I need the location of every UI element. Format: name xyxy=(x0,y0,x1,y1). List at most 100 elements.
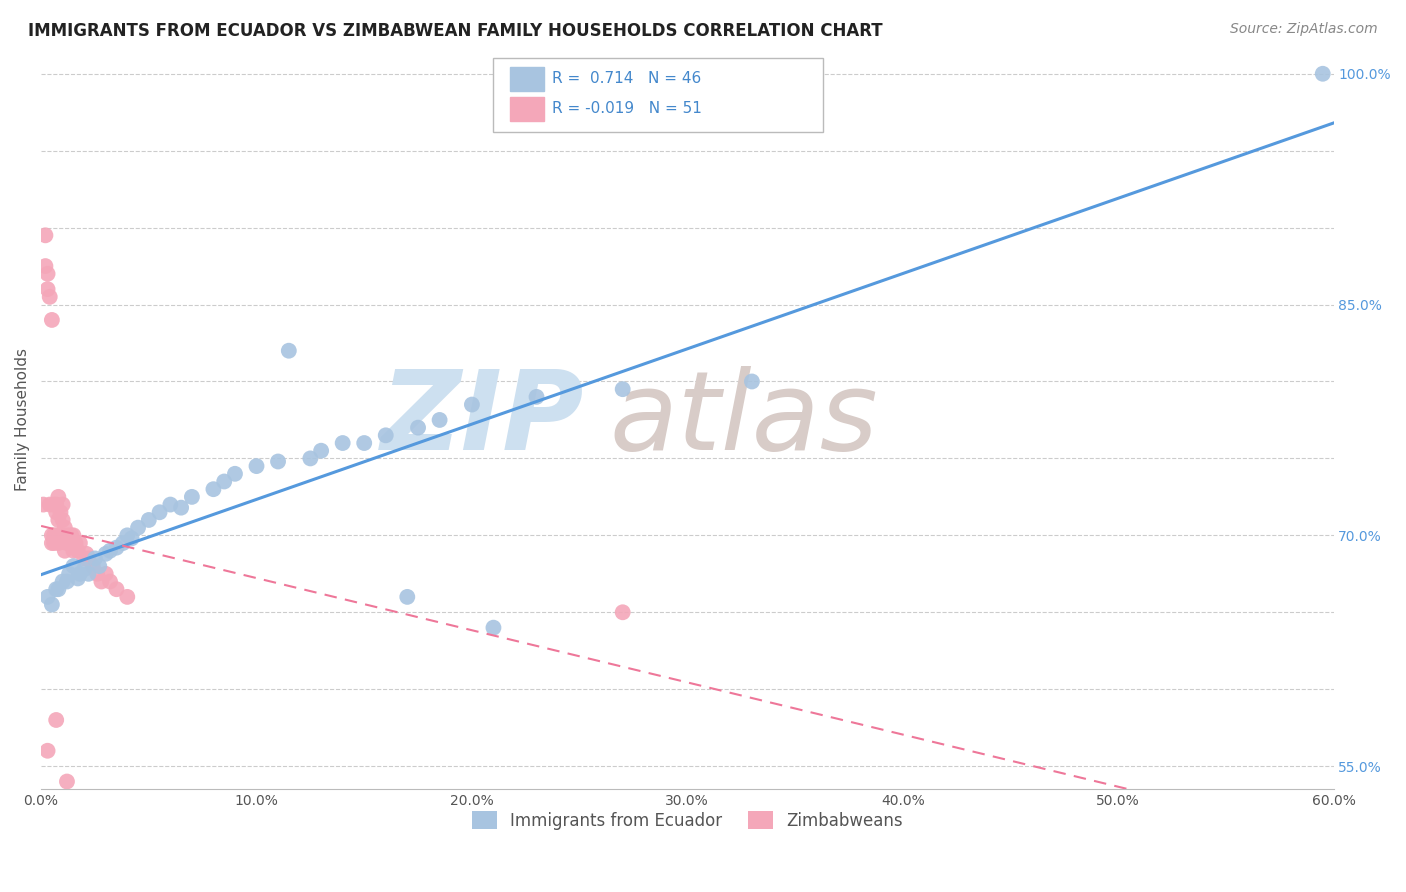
Point xyxy=(170,500,193,515)
Point xyxy=(56,536,79,550)
Legend: Immigrants from Ecuador, Zimbabweans: Immigrants from Ecuador, Zimbabweans xyxy=(465,805,910,837)
Point xyxy=(741,375,763,389)
Point xyxy=(32,498,55,512)
Point xyxy=(69,566,91,581)
Point xyxy=(66,543,89,558)
Point xyxy=(56,574,79,589)
Point xyxy=(46,490,69,504)
Point xyxy=(37,590,59,604)
Point xyxy=(526,390,548,404)
Point xyxy=(62,528,84,542)
Point xyxy=(612,605,634,619)
Y-axis label: Family Households: Family Households xyxy=(15,349,30,491)
Point xyxy=(212,475,235,489)
Point xyxy=(89,559,111,574)
Point xyxy=(34,228,56,243)
Point xyxy=(37,744,59,758)
Point xyxy=(58,536,80,550)
Point xyxy=(45,498,67,512)
Point xyxy=(77,566,100,581)
Point xyxy=(46,513,69,527)
Point xyxy=(332,436,354,450)
Point xyxy=(41,536,63,550)
Point xyxy=(49,505,72,519)
Point xyxy=(277,343,299,358)
Point xyxy=(62,559,84,574)
Point xyxy=(98,574,121,589)
Text: Source: ZipAtlas.com: Source: ZipAtlas.com xyxy=(1230,22,1378,37)
Point xyxy=(1312,67,1334,81)
Point xyxy=(117,590,139,604)
Point xyxy=(90,574,112,589)
Point xyxy=(60,528,83,542)
Point xyxy=(73,562,96,576)
Point xyxy=(46,582,69,597)
Point xyxy=(224,467,246,481)
Point xyxy=(41,598,63,612)
Text: R = -0.019   N = 51: R = -0.019 N = 51 xyxy=(551,101,702,116)
Point xyxy=(117,528,139,542)
Point xyxy=(202,482,225,496)
Point xyxy=(245,459,267,474)
Point xyxy=(429,413,451,427)
Point xyxy=(82,559,104,574)
Point xyxy=(42,498,65,512)
Point xyxy=(396,590,419,604)
Point xyxy=(49,528,72,542)
Point xyxy=(159,498,181,512)
Point xyxy=(482,621,505,635)
Point xyxy=(98,543,121,558)
Point xyxy=(84,551,107,566)
Point xyxy=(127,521,149,535)
FancyBboxPatch shape xyxy=(494,58,823,132)
Point xyxy=(612,382,634,396)
Point xyxy=(52,513,75,527)
Point xyxy=(62,543,84,558)
Point xyxy=(94,547,117,561)
Point xyxy=(37,267,59,281)
Point xyxy=(374,428,396,442)
Point xyxy=(56,774,79,789)
Point xyxy=(138,513,160,527)
Point xyxy=(75,547,97,561)
Point xyxy=(34,259,56,273)
Point xyxy=(105,582,128,597)
Point xyxy=(52,528,75,542)
Point xyxy=(86,566,108,581)
Point xyxy=(406,420,429,434)
Text: IMMIGRANTS FROM ECUADOR VS ZIMBABWEAN FAMILY HOUSEHOLDS CORRELATION CHART: IMMIGRANTS FROM ECUADOR VS ZIMBABWEAN FA… xyxy=(28,22,883,40)
Point xyxy=(353,436,375,450)
Point xyxy=(42,528,65,542)
FancyBboxPatch shape xyxy=(510,67,544,91)
Point xyxy=(77,551,100,566)
Point xyxy=(45,505,67,519)
Text: atlas: atlas xyxy=(610,367,879,474)
Point xyxy=(52,574,75,589)
Point xyxy=(69,536,91,550)
Point xyxy=(121,532,143,546)
Point xyxy=(49,821,72,835)
Point xyxy=(41,528,63,542)
Point xyxy=(267,454,290,468)
Point xyxy=(37,282,59,296)
Point xyxy=(58,566,80,581)
Point xyxy=(45,528,67,542)
Point xyxy=(38,290,60,304)
Point xyxy=(45,582,67,597)
Text: ZIP: ZIP xyxy=(381,367,583,474)
Point xyxy=(105,541,128,555)
Point xyxy=(111,536,134,550)
Text: R =  0.714   N = 46: R = 0.714 N = 46 xyxy=(551,70,700,86)
Point xyxy=(461,398,484,412)
Point xyxy=(38,498,60,512)
Point xyxy=(180,490,202,504)
Point xyxy=(149,505,172,519)
Point xyxy=(45,713,67,727)
Point xyxy=(309,443,332,458)
Point xyxy=(53,521,76,535)
Point xyxy=(53,543,76,558)
FancyBboxPatch shape xyxy=(510,97,544,120)
Point xyxy=(65,536,87,550)
Point xyxy=(56,528,79,542)
Point xyxy=(41,821,63,835)
